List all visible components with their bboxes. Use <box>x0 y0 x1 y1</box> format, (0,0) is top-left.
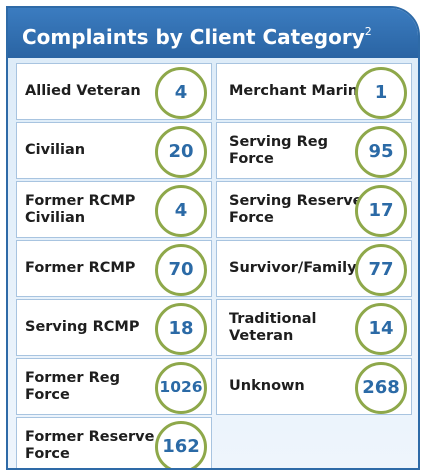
count-badge: 1026 <box>155 362 207 414</box>
category-former-reserve-force: Former Reserve Force 162 <box>16 417 212 468</box>
category-label: Former Reg Force <box>25 369 120 403</box>
card-title: Complaints by Client Category2 <box>22 20 372 49</box>
category-serving-reserve-force: Serving Reserve Force 17 <box>216 181 412 238</box>
category-label: Unknown <box>229 378 305 394</box>
category-survivor-family: Survivor/Family 77 <box>216 240 412 297</box>
count-badge: 17 <box>355 185 407 237</box>
category-label: Allied Veteran <box>25 83 141 99</box>
count-badge: 77 <box>355 244 407 296</box>
category-label: Serving Reg Force <box>229 133 328 167</box>
category-merchant-marine: Merchant Marine 1 <box>216 63 412 120</box>
category-serving-reg-force: Serving Reg Force 95 <box>216 122 412 179</box>
title-text: Complaints by Client Category <box>22 25 365 49</box>
category-serving-rcmp: Serving RCMP 18 <box>16 299 212 356</box>
count-badge: 18 <box>155 303 207 355</box>
category-traditional-veteran: Traditional Veteran 14 <box>216 299 412 356</box>
count-badge: 4 <box>155 185 207 237</box>
category-label: Survivor/Family <box>229 260 357 276</box>
category-former-rcmp-civilian: Former RCMP Civilian 4 <box>16 181 212 238</box>
category-label: Former RCMP Civilian <box>25 192 136 226</box>
category-former-reg-force: Former Reg Force 1026 <box>16 358 212 415</box>
card-header: Complaints by Client Category2 <box>8 8 418 58</box>
category-label: Former Reserve Force <box>25 428 155 462</box>
count-badge: 268 <box>355 362 407 414</box>
count-badge: 1 <box>355 67 407 119</box>
category-label: Merchant Marine <box>229 83 368 99</box>
complaints-card: Complaints by Client Category2 Allied Ve… <box>6 6 420 470</box>
count-badge: 4 <box>155 67 207 119</box>
count-badge: 162 <box>155 421 207 468</box>
category-civilian: Civilian 20 <box>16 122 212 179</box>
category-label: Serving Reserve Force <box>229 192 363 226</box>
count-badge: 14 <box>355 303 407 355</box>
category-unknown: Unknown 268 <box>216 358 412 415</box>
count-badge: 70 <box>155 244 207 296</box>
category-grid: Allied Veteran 4 Civilian 20 Former RCMP… <box>16 63 412 468</box>
category-former-rcmp: Former RCMP 70 <box>16 240 212 297</box>
title-footnote: 2 <box>364 25 372 38</box>
category-label: Serving RCMP <box>25 319 140 335</box>
count-badge: 95 <box>355 126 407 178</box>
count-badge: 20 <box>155 126 207 178</box>
category-label: Former RCMP <box>25 260 136 276</box>
category-label: Traditional Veteran <box>229 310 317 344</box>
category-allied-veteran: Allied Veteran 4 <box>16 63 212 120</box>
category-label: Civilian <box>25 142 86 158</box>
